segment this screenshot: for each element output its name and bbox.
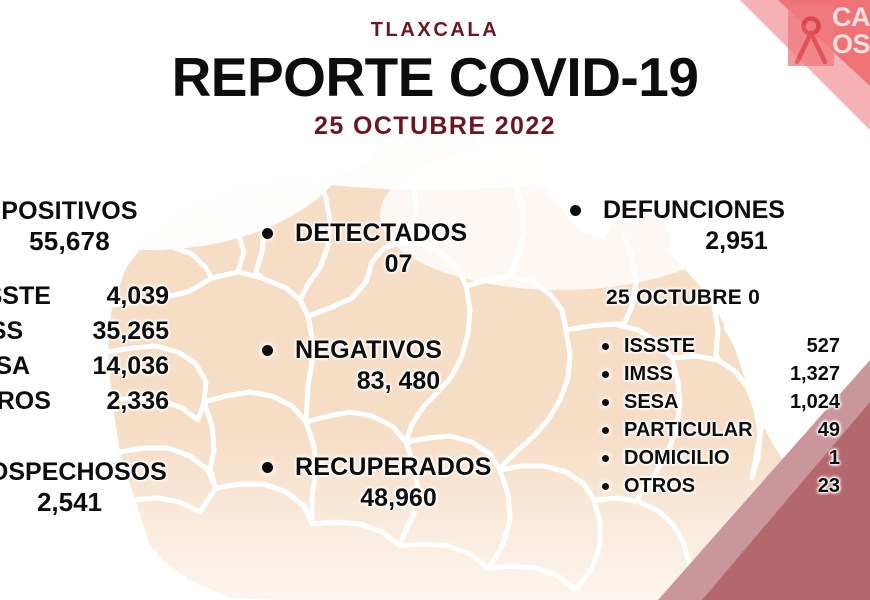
deaths-column: DEFUNCIONES 2,951 25 OCTUBRE 0 ISSSTE 52… <box>570 195 870 500</box>
stat-defunciones: DEFUNCIONES 2,951 <box>570 195 870 257</box>
bullet-icon <box>602 483 609 491</box>
recuperados-value: 48,960 <box>360 484 437 512</box>
defunciones-value: 2,951 <box>705 227 768 255</box>
detectados-value: 07 <box>384 250 413 278</box>
daily-deaths-label: 25 OCTUBRE 0 <box>606 286 761 309</box>
bullet-icon <box>262 227 273 239</box>
table-row: ISSSTE 527 <box>602 332 852 360</box>
page-title: REPORTE COVID-19 <box>171 46 699 108</box>
bullet-icon <box>602 371 609 379</box>
stat-detectados: DETECTADOS 07 <box>262 218 502 280</box>
table-row: ISSSTE 4,039 <box>0 279 177 314</box>
detectados-label: DETECTADOS <box>295 219 468 247</box>
positives-row-value: 2,336 <box>106 387 169 415</box>
deaths-row-label: IMSS <box>624 363 673 385</box>
deaths-row-value: 527 <box>806 335 840 357</box>
stat-negativos: NEGATIVOS 83, 480 <box>262 335 502 397</box>
positives-row-label: ISSSTE <box>0 282 51 310</box>
defunciones-label: DEFUNCIONES <box>603 196 785 224</box>
state-name-kicker: TLAXCALA <box>370 19 500 41</box>
bullet-icon <box>602 399 609 407</box>
bullet-icon <box>570 204 581 216</box>
positives-headline: POSITIVOS 55,678 <box>0 196 177 257</box>
negativos-value: 83, 480 <box>356 367 441 395</box>
positives-row-value: 14,036 <box>92 352 169 380</box>
table-row: PARTICULAR 49 <box>602 416 852 444</box>
bullet-icon <box>262 344 273 356</box>
positives-label: POSITIVOS <box>1 197 138 225</box>
bullet-icon <box>602 427 609 435</box>
suspects-block: SOSPECHOSOS 2,541 <box>0 457 177 518</box>
positives-row-value: 35,265 <box>92 317 169 345</box>
positives-row-label: OTROS <box>0 387 51 415</box>
deaths-row-value: 49 <box>817 419 840 441</box>
report-date: 25 OCTUBRE 2022 <box>314 112 556 140</box>
bullet-icon <box>262 461 273 473</box>
positives-row-label: IMSS <box>0 317 24 345</box>
table-row: IMSS 1,327 <box>602 360 852 388</box>
table-row: IMSS 35,265 <box>0 314 177 349</box>
deaths-breakdown-list: ISSSTE 527 IMSS 1,327 SESA 1,024 PARTICU… <box>602 332 852 500</box>
deaths-row-label: ISSSTE <box>624 335 696 357</box>
deaths-row-value: 23 <box>817 475 840 497</box>
stat-recuperados: RECUPERADOS 48,960 <box>262 452 502 514</box>
deaths-row-label: PARTICULAR <box>624 419 753 441</box>
deaths-row-value: 1,327 <box>789 363 840 385</box>
bullet-icon <box>602 343 609 351</box>
deaths-row-value: 1 <box>828 447 840 469</box>
deaths-row-label: OTROS <box>624 475 696 497</box>
poster-header: TLAXCALA REPORTE COVID-19 25 OCTUBRE 202… <box>0 18 870 141</box>
suspects-value: 2,541 <box>36 487 103 517</box>
deaths-row-label: SESA <box>624 391 679 413</box>
deaths-row-label: DOMICILIO <box>624 447 730 469</box>
positives-row-value: 4,039 <box>106 282 169 310</box>
table-row: SESA 14,036 <box>0 349 177 384</box>
table-row: SESA 1,024 <box>602 388 852 416</box>
tests-column: DETECTADOS 07 NEGATIVOS 83, 480 RECUPERA… <box>262 218 502 514</box>
suspects-label: SOSPECHOSOS <box>0 458 167 486</box>
deaths-row-value: 1,024 <box>789 391 840 413</box>
bullet-icon <box>602 455 609 463</box>
table-row: OTROS 23 <box>602 472 852 500</box>
recuperados-label: RECUPERADOS <box>295 453 492 481</box>
table-row: OTROS 2,336 <box>0 384 177 419</box>
positives-row-label: SESA <box>0 352 31 380</box>
positives-value: 55,678 <box>29 226 110 256</box>
negativos-label: NEGATIVOS <box>295 336 443 364</box>
positives-breakdown-list: ISSSTE 4,039 IMSS 35,265 SESA 14,036 OTR… <box>0 279 177 419</box>
table-row: DOMICILIO 1 <box>602 444 852 472</box>
positives-column: POSITIVOS 55,678 ISSSTE 4,039 IMSS 35,26… <box>0 196 177 518</box>
